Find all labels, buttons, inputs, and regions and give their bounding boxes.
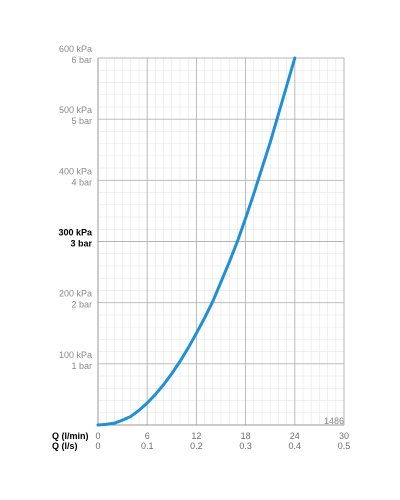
- x-axis-title-ls: Q (l/s): [52, 441, 78, 451]
- x-tick-label-lmin: 24: [290, 431, 300, 441]
- y-tick-label-kpa: 400 kPa: [59, 166, 92, 176]
- chart-code-label: 1486: [324, 416, 344, 426]
- pressure-curve: [96, 56, 297, 427]
- x-tick-label-ls: 0.2: [190, 441, 203, 451]
- x-tick-label-lmin: 12: [191, 431, 201, 441]
- y-tick-label-bar: 3 bar: [70, 239, 92, 249]
- x-tick-label-lmin: 0: [95, 431, 100, 441]
- y-tick-label-kpa: 200 kPa: [59, 289, 92, 299]
- x-axis-title-lmin: Q (l/min): [52, 431, 89, 441]
- series-layer: [96, 56, 297, 427]
- y-tick-label-kpa: 600 kPa: [59, 44, 92, 54]
- x-tick-label-ls: 0.1: [141, 441, 154, 451]
- x-tick-label-lmin: 6: [145, 431, 150, 441]
- y-tick-label-kpa: 500 kPa: [59, 105, 92, 115]
- plot-frame: [97, 58, 345, 426]
- y-tick-label-kpa: 300 kPa: [58, 228, 93, 238]
- y-tick-label-bar: 1 bar: [71, 361, 92, 371]
- x-tick-label-ls: 0.4: [289, 441, 302, 451]
- x-axis-labels: 00 60.1 120.2 180.3 240.4 300.5: [95, 431, 350, 451]
- x-tick-label-ls: 0.5: [338, 441, 351, 451]
- y-tick-label-kpa: 100 kPa: [59, 350, 92, 360]
- y-tick-label-bar: 2 bar: [71, 300, 92, 310]
- x-tick-label-ls: 0: [95, 441, 100, 451]
- y-tick-label-bar: 5 bar: [71, 116, 92, 126]
- y-tick-label-bar: 4 bar: [71, 177, 92, 187]
- x-tick-label-ls: 0.3: [239, 441, 252, 451]
- y-tick-label-bar: 6 bar: [71, 55, 92, 65]
- x-tick-label-lmin: 30: [339, 431, 349, 441]
- x-tick-label-lmin: 18: [241, 431, 251, 441]
